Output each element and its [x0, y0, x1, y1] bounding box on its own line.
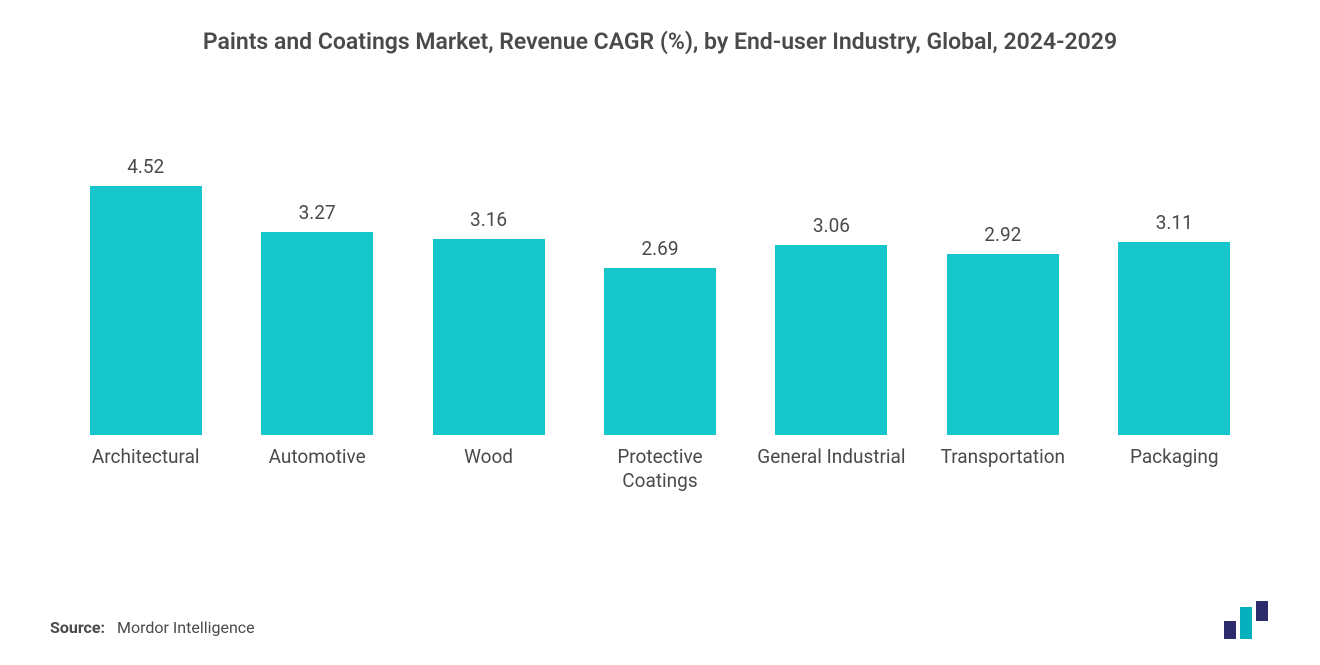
mordor-logo-icon [1222, 601, 1276, 639]
bar-value-label: 2.69 [641, 237, 678, 260]
source-text: Mordor Intelligence [117, 618, 255, 637]
bar-col: 3.11 [1089, 155, 1260, 435]
source-label: Source: [50, 618, 105, 637]
bar-col: 3.27 [231, 155, 402, 435]
bar-value-label: 2.92 [984, 223, 1021, 246]
bar-category-label: General Industrial [746, 445, 917, 493]
labels-row: ArchitecturalAutomotiveWoodProtective Co… [50, 445, 1270, 493]
bar [775, 245, 887, 435]
bar [947, 254, 1059, 435]
bars-row: 4.52 3.27 3.16 2.69 3.06 2.92 3.11 [50, 155, 1270, 435]
bar-category-label: Architectural [60, 445, 231, 493]
bar [1118, 242, 1230, 435]
bar-value-label: 3.06 [813, 214, 850, 237]
bar [261, 232, 373, 435]
bar-category-label: Transportation [917, 445, 1088, 493]
bar-category-label: Protective Coatings [574, 445, 745, 493]
bar [90, 186, 202, 435]
chart-plot-area: 4.52 3.27 3.16 2.69 3.06 2.92 3.11 Architectur… [50, 155, 1270, 558]
bar-col: 3.06 [746, 155, 917, 435]
bar-value-label: 3.27 [299, 201, 336, 224]
bar [433, 239, 545, 435]
bar-value-label: 3.16 [470, 208, 507, 231]
bar-col: 2.92 [917, 155, 1088, 435]
bar-value-label: 3.11 [1156, 211, 1193, 234]
bar-category-label: Automotive [231, 445, 402, 493]
bar-col: 2.69 [574, 155, 745, 435]
bar-value-label: 4.52 [127, 155, 164, 178]
bar [604, 268, 716, 435]
bar-col: 4.52 [60, 155, 231, 435]
chart-container: Paints and Coatings Market, Revenue CAGR… [0, 0, 1320, 665]
bar-category-label: Wood [403, 445, 574, 493]
bar-category-label: Packaging [1089, 445, 1260, 493]
bar-col: 3.16 [403, 155, 574, 435]
chart-title: Paints and Coatings Market, Revenue CAGR… [50, 28, 1270, 65]
source-line: Source: Mordor Intelligence [50, 618, 1270, 637]
